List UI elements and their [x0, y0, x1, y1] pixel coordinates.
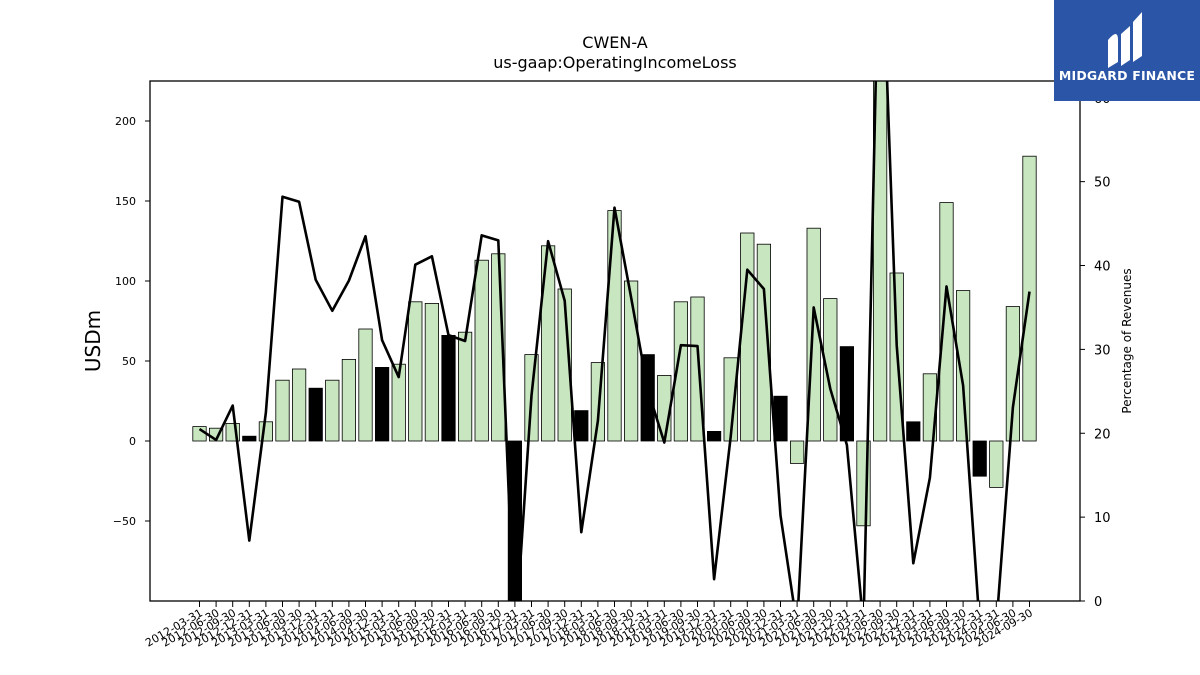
y2-tick-label: 0 — [1094, 595, 1102, 610]
bar — [906, 421, 921, 442]
bar — [1005, 306, 1021, 442]
y-tick-label: 50 — [122, 355, 136, 368]
bar — [756, 243, 772, 442]
y-tick-label: 0 — [129, 435, 136, 448]
y2-axis-label: Percentage of Revenues — [1120, 268, 1134, 413]
y-tick-label: 200 — [115, 115, 136, 128]
bar — [424, 302, 440, 442]
y2-tick-label: 20 — [1094, 427, 1111, 442]
bar — [275, 379, 290, 442]
bar — [325, 379, 340, 442]
bar — [192, 426, 207, 442]
y-tick-label: 150 — [115, 195, 136, 208]
y2-tick-label: 10 — [1094, 511, 1111, 526]
midgard-finance-logo: MIDGARD FINANCE — [1054, 0, 1200, 101]
logo-mark-icon — [1108, 12, 1142, 68]
y2-tick-label: 30 — [1094, 343, 1111, 358]
y2-tick-label: 40 — [1094, 260, 1111, 275]
bar — [956, 290, 971, 442]
bar — [574, 410, 589, 442]
bar — [673, 301, 689, 442]
y-axis-label: USDm — [81, 310, 105, 372]
bar — [624, 280, 639, 442]
bar — [873, 81, 888, 442]
bar — [242, 435, 257, 442]
logo-text: MIDGARD FINANCE — [1058, 68, 1196, 83]
bar — [291, 368, 307, 442]
bar — [607, 210, 622, 442]
y2-tick-label: 50 — [1094, 176, 1111, 191]
bar — [707, 430, 722, 442]
series-line — [198, 81, 1031, 601]
bar — [441, 334, 456, 442]
bars-group — [192, 81, 1037, 601]
bar — [408, 301, 423, 442]
bar — [790, 440, 805, 464]
chart-subtitle: us-gaap:OperatingIncomeLoss — [493, 53, 737, 72]
bar — [308, 387, 323, 442]
bar — [374, 366, 390, 442]
bar — [989, 440, 1004, 488]
bar — [391, 363, 406, 442]
bar — [358, 328, 373, 442]
line-group — [198, 81, 1031, 601]
bar — [474, 259, 489, 442]
bar — [258, 421, 274, 442]
y-tick-label: −50 — [113, 515, 136, 528]
axes-group: −5005010015020001020304050602012-03-3120… — [113, 80, 1111, 650]
bar — [341, 358, 357, 442]
chart-title: CWEN-A — [582, 33, 647, 52]
bar — [823, 298, 838, 442]
y-tick-label: 100 — [115, 275, 136, 288]
bar — [557, 288, 572, 442]
bar — [972, 440, 987, 477]
bar — [457, 331, 473, 442]
bar — [740, 232, 755, 442]
